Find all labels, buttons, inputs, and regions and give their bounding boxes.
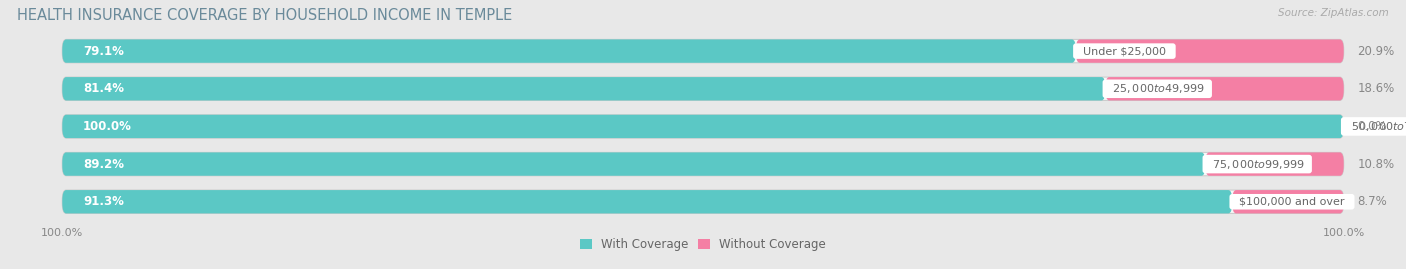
FancyBboxPatch shape [62,40,1344,63]
Text: Under $25,000: Under $25,000 [1076,46,1173,56]
Text: 91.3%: 91.3% [83,195,124,208]
Legend: With Coverage, Without Coverage: With Coverage, Without Coverage [575,234,831,256]
Text: Source: ZipAtlas.com: Source: ZipAtlas.com [1278,8,1389,18]
FancyBboxPatch shape [1232,190,1344,213]
Text: 10.8%: 10.8% [1358,158,1395,171]
Text: 8.7%: 8.7% [1358,195,1388,208]
Text: 100.0%: 100.0% [1323,228,1365,238]
FancyBboxPatch shape [1076,40,1344,63]
Text: $75,000 to $99,999: $75,000 to $99,999 [1205,158,1309,171]
FancyBboxPatch shape [62,115,1344,138]
FancyBboxPatch shape [62,190,1232,213]
FancyBboxPatch shape [62,40,1076,63]
FancyBboxPatch shape [62,77,1105,100]
Text: 81.4%: 81.4% [83,82,124,95]
Text: 100.0%: 100.0% [83,120,132,133]
FancyBboxPatch shape [62,77,1344,100]
Text: $25,000 to $49,999: $25,000 to $49,999 [1105,82,1209,95]
Text: 79.1%: 79.1% [83,45,124,58]
Text: $100,000 and over: $100,000 and over [1232,197,1351,207]
FancyBboxPatch shape [62,190,1344,213]
Text: 89.2%: 89.2% [83,158,124,171]
FancyBboxPatch shape [1205,153,1344,176]
Text: 18.6%: 18.6% [1358,82,1395,95]
Text: $50,000 to $74,999: $50,000 to $74,999 [1344,120,1406,133]
FancyBboxPatch shape [1105,77,1344,100]
Text: HEALTH INSURANCE COVERAGE BY HOUSEHOLD INCOME IN TEMPLE: HEALTH INSURANCE COVERAGE BY HOUSEHOLD I… [17,8,512,23]
Text: 0.0%: 0.0% [1358,120,1388,133]
Text: 20.9%: 20.9% [1358,45,1395,58]
Text: 100.0%: 100.0% [41,228,83,238]
FancyBboxPatch shape [62,153,1344,176]
FancyBboxPatch shape [62,115,1344,138]
FancyBboxPatch shape [62,153,1205,176]
